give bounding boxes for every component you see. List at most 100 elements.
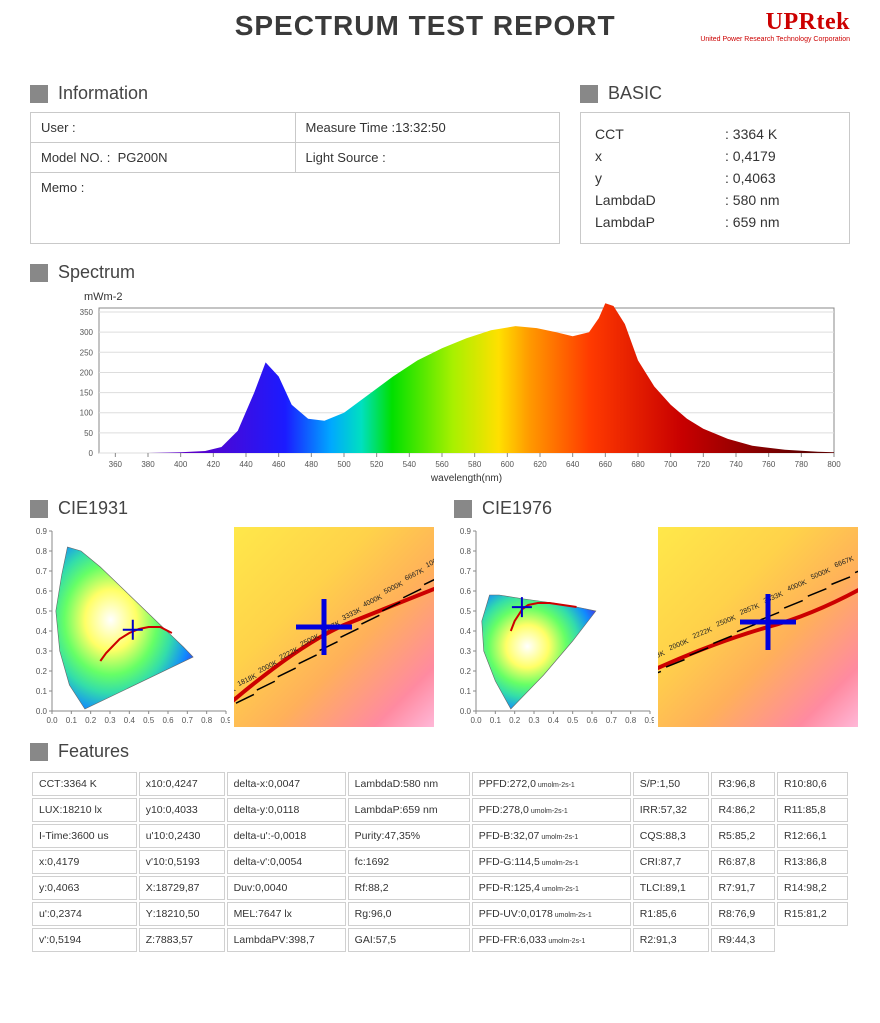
feature-cell: R14 : 98,2 [777,876,848,900]
section-spectrum-head: Spectrum [30,262,850,283]
feature-cell: PFD-R : 125,4 umolm-2s-1 [472,876,631,900]
svg-text:150: 150 [80,389,94,398]
info-user: User : [31,113,295,143]
feature-cell: Rg : 96,0 [348,902,470,926]
svg-text:0.2: 0.2 [36,667,48,676]
table-row: y : 0,4063X : 18729,87Duv : 0,0040Rf : 8… [32,876,848,900]
info-measure-time: Measure Time :13:32:50 [295,113,560,143]
basic-box: CCT3364 Kx0,4179y0,4063LambdaD580 nmLamb… [580,112,850,244]
table-row: u' : 0,2374Y : 18210,50MEL : 7647 lxRg :… [32,902,848,926]
svg-text:680: 680 [631,460,645,469]
svg-text:640: 640 [566,460,580,469]
spectrum-svg: 0501001502002503003503603804004204404604… [44,303,844,483]
svg-text:0.9: 0.9 [460,527,472,536]
info-memo: Memo : [31,173,559,243]
svg-text:0.1: 0.1 [36,687,48,696]
feature-cell: u' : 0,2374 [32,902,137,926]
report-header: SPECTRUM TEST REPORT UPRtek United Power… [30,10,850,43]
section-features-title: Features [58,741,129,762]
svg-text:400: 400 [174,460,188,469]
cie1976-chart: 0.00.00.10.10.20.20.30.30.40.40.50.50.60… [454,527,858,727]
feature-cell: Rf : 88,2 [348,876,470,900]
svg-text:700: 700 [664,460,678,469]
feature-cell [777,928,848,952]
svg-text:0.4: 0.4 [548,716,560,725]
feature-cell: CRI : 87,7 [633,850,710,874]
basic-line: y0,4063 [595,167,835,189]
feature-cell: TLCI : 89,1 [633,876,710,900]
svg-text:580: 580 [468,460,482,469]
svg-text:0.0: 0.0 [470,716,482,725]
section-spectrum-title: Spectrum [58,262,135,283]
feature-cell: Duv : 0,0040 [227,876,346,900]
section-cie1976-title: CIE1976 [482,498,552,519]
feature-cell: PFD-FR : 6,033 umolm-2s-1 [472,928,631,952]
svg-text:0.5: 0.5 [143,716,155,725]
report-title: SPECTRUM TEST REPORT [150,10,700,42]
feature-cell: fc : 1692 [348,850,470,874]
section-cie1976-head: CIE1976 [454,498,858,519]
svg-text:0.3: 0.3 [36,647,48,656]
svg-text:0.5: 0.5 [460,607,472,616]
feature-cell: Y : 18210,50 [139,902,225,926]
feature-cell: MEL : 7647 lx [227,902,346,926]
svg-text:480: 480 [305,460,319,469]
svg-text:0.2: 0.2 [460,667,472,676]
svg-text:780: 780 [795,460,809,469]
feature-cell: LambdaD : 580 nm [348,772,470,796]
section-basic-head: BASIC [580,83,850,104]
feature-cell: R7 : 91,7 [711,876,775,900]
svg-text:0.6: 0.6 [36,587,48,596]
feature-cell: I-Time : 3600 us [32,824,137,848]
feature-cell: u'10 : 0,2430 [139,824,225,848]
basic-line: LambdaP659 nm [595,211,835,233]
svg-text:50: 50 [84,429,93,438]
brand-logo: UPRtek United Power Research Technology … [700,10,850,43]
svg-text:0.5: 0.5 [567,716,579,725]
svg-text:200: 200 [80,368,94,377]
feature-cell: R8 : 76,9 [711,902,775,926]
svg-text:350: 350 [80,308,94,317]
feature-cell: R6 : 87,8 [711,850,775,874]
logo-sub: United Power Research Technology Corpora… [700,36,850,43]
basic-line: CCT3364 K [595,123,835,145]
feature-cell: PFD-B : 32,07 umolm-2s-1 [472,824,631,848]
svg-text:0.5: 0.5 [36,607,48,616]
svg-text:0.8: 0.8 [625,716,637,725]
svg-text:100: 100 [80,409,94,418]
feature-cell: y10 : 0,4033 [139,798,225,822]
svg-text:0.7: 0.7 [182,716,194,725]
section-square-icon [30,500,48,518]
svg-text:600: 600 [501,460,515,469]
feature-cell: LambdaP : 659 nm [348,798,470,822]
feature-cell: y : 0,4063 [32,876,137,900]
feature-cell: S/P : 1,50 [633,772,710,796]
feature-cell: R15 : 81,2 [777,902,848,926]
logo-main: UPRtek [766,9,850,35]
feature-cell: delta-y : 0,0118 [227,798,346,822]
cie1931-zoom-svg: 1667K1818K2000K2222K2500K2857K3333K4000K… [234,527,434,727]
feature-cell: R12 : 66,1 [777,824,848,848]
svg-text:0.1: 0.1 [460,687,472,696]
section-information-title: Information [58,83,148,104]
svg-text:0.9: 0.9 [36,527,48,536]
information-box: User : Measure Time :13:32:50 Model NO. … [30,112,560,244]
svg-text:420: 420 [207,460,221,469]
svg-text:0.6: 0.6 [162,716,174,725]
feature-cell: R4 : 86,2 [711,798,775,822]
svg-text:0.3: 0.3 [104,716,116,725]
info-light-source: Light Source : [295,143,560,173]
cie1976-svg: 0.00.00.10.10.20.20.30.30.40.40.50.50.60… [454,527,654,727]
svg-text:0.3: 0.3 [528,716,540,725]
feature-cell: X : 18729,87 [139,876,225,900]
feature-cell: R11 : 85,8 [777,798,848,822]
spectrum-unit-label: mWm-2 [84,291,850,303]
svg-text:720: 720 [697,460,711,469]
feature-cell: Purity : 47,35% [348,824,470,848]
table-row: v' : 0,5194Z : 7883,57LambdaPV : 398,7GA… [32,928,848,952]
feature-cell: LUX : 18210 lx [32,798,137,822]
feature-cell: delta-v' : 0,0054 [227,850,346,874]
section-cie1931-head: CIE1931 [30,498,434,519]
svg-text:wavelength(nm): wavelength(nm) [430,473,502,483]
feature-cell: IRR : 57,32 [633,798,710,822]
